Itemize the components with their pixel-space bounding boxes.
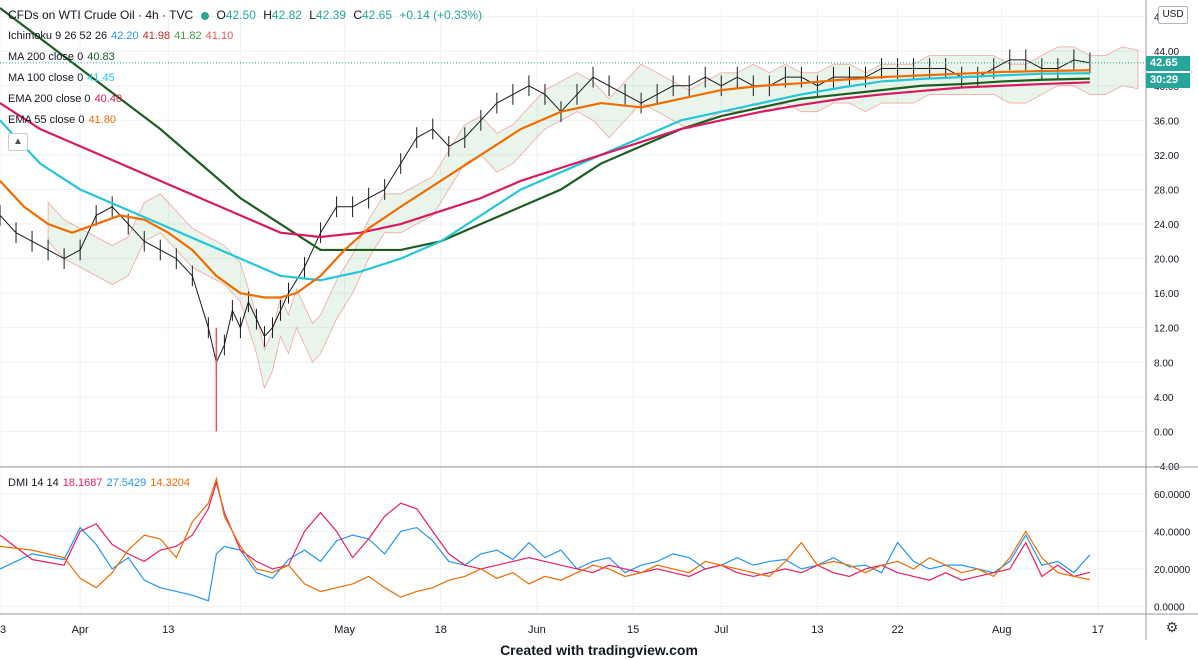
x-tick-label: 18 xyxy=(435,624,447,636)
y-tick-label: 20.00 xyxy=(1154,255,1179,266)
ohlc-open-value: 42.50 xyxy=(225,8,256,22)
indicator-label: Ichimoku 9 26 52 26 xyxy=(8,30,108,42)
dmi-legend[interactable]: DMI 14 14 18.1687 27.5429 14.3204 xyxy=(8,476,194,490)
last-price-tag: 42.65 xyxy=(1146,55,1190,71)
symbol-header: CFDs on WTI Crude Oil · 4h · TVC O42.50 … xyxy=(8,8,486,22)
y-tick-label: 0.00 xyxy=(1154,427,1174,438)
dmi-line-di xyxy=(0,526,1091,602)
indicator-legend[interactable]: EMA 55 close 0 41.80 xyxy=(8,113,120,127)
dmi-line-di xyxy=(0,476,1091,598)
ohlc-open-label: O xyxy=(216,8,226,22)
x-tick-label: May xyxy=(334,624,355,636)
x-tick-label: 22 xyxy=(891,624,903,636)
y-tick-label: 24.00 xyxy=(1154,220,1179,231)
dmi-y-tick-label: 40.0000 xyxy=(1154,527,1191,538)
ohlc-low-value: 42.39 xyxy=(315,8,346,22)
x-tick-label: Apr xyxy=(72,624,89,636)
x-tick-label: 17 xyxy=(1092,624,1104,636)
series-line-ema-200-close-0 xyxy=(0,81,1090,239)
x-tick-label: Jul xyxy=(714,624,728,636)
indicator-label: EMA 55 close 0 xyxy=(8,114,85,126)
dmi-y-tick-label: 20.0000 xyxy=(1154,565,1191,576)
dmi-y-tick-label: 60.0000 xyxy=(1154,490,1191,501)
dmi-value: 18.1687 xyxy=(62,477,103,489)
indicator-value: 41.80 xyxy=(88,114,116,126)
y-tick-label: 28.00 xyxy=(1154,185,1179,196)
indicator-label: MA 200 close 0 xyxy=(8,51,84,63)
symbol-title[interactable]: CFDs on WTI Crude Oil · 4h · TVC xyxy=(8,8,194,22)
indicator-value: 40.83 xyxy=(87,51,115,63)
x-tick-label: 13 xyxy=(811,624,823,636)
y-tick-label: 44.00 xyxy=(1154,47,1179,58)
indicator-legend[interactable]: Ichimoku 9 26 52 26 42.20 41.98 41.82 41.10 xyxy=(8,29,237,43)
ohlc-close-value: 42.65 xyxy=(362,8,393,22)
y-tick-label: 36.00 xyxy=(1154,116,1179,127)
series-line-ma-200-close-0 xyxy=(0,7,1090,252)
price-line xyxy=(0,59,1090,364)
series-line-ema-55-close-0 xyxy=(0,69,1090,299)
y-tick-label: 4.00 xyxy=(1154,393,1174,404)
gear-icon[interactable]: ⚙ xyxy=(1165,619,1179,635)
watermark-footer: Created with tradingview.com xyxy=(500,642,698,658)
indicator-value: 41.45 xyxy=(87,72,115,84)
indicator-label: EMA 200 close 0 xyxy=(8,93,91,105)
x-tick-label: Aug xyxy=(992,624,1012,636)
dmi-value: 14.3204 xyxy=(150,477,191,489)
series-line-ma-100-close-0 xyxy=(0,72,1090,282)
indicator-legend[interactable]: MA 100 close 0 41.45 xyxy=(8,71,119,85)
ohlc-close-label: C xyxy=(353,8,362,22)
indicator-value: 40.40 xyxy=(94,93,123,105)
ichimoku-cloud xyxy=(47,46,1139,390)
price-chart[interactable]: −4.000.004.008.0012.0016.0020.0024.0028.… xyxy=(0,0,1198,640)
dmi-y-tick-label: 0.0000 xyxy=(1154,602,1185,613)
indicator-legend[interactable]: MA 200 close 0 40.83 xyxy=(8,50,119,64)
collapse-legend-button[interactable]: ▲ xyxy=(8,133,28,151)
ohlc-low-label: L xyxy=(309,8,316,22)
dmi-value: 27.5429 xyxy=(106,477,147,489)
indicator-label: MA 100 close 0 xyxy=(8,72,84,84)
market-status-dot xyxy=(201,11,210,20)
indicator-legend[interactable]: EMA 200 close 0 40.40 xyxy=(8,92,126,106)
ohlc-change-value: +0.14 (+0.33%) xyxy=(399,8,483,22)
y-tick-label: 8.00 xyxy=(1154,358,1174,369)
y-tick-label: 16.00 xyxy=(1154,289,1179,300)
y-tick-label: 12.00 xyxy=(1154,324,1179,335)
dmi-line-adx xyxy=(0,480,1091,581)
indicator-value: 41.98 xyxy=(142,30,171,42)
countdown-tag: 30:29 xyxy=(1146,72,1190,88)
x-tick-label: 23 xyxy=(0,624,6,636)
x-tick-label: 15 xyxy=(627,624,639,636)
dmi-label: DMI 14 14 xyxy=(8,477,59,489)
indicator-value: 42.20 xyxy=(111,30,139,42)
ohlc-high-value: 42.82 xyxy=(271,8,302,22)
indicator-value: 41.10 xyxy=(205,30,234,42)
x-tick-label: 13 xyxy=(162,624,174,636)
ohlc-high-label: H xyxy=(263,8,272,22)
y-tick-label: 32.00 xyxy=(1154,151,1179,162)
x-tick-label: Jun xyxy=(528,624,546,636)
indicator-value: 41.82 xyxy=(174,30,202,42)
currency-badge[interactable]: USD xyxy=(1158,6,1188,24)
